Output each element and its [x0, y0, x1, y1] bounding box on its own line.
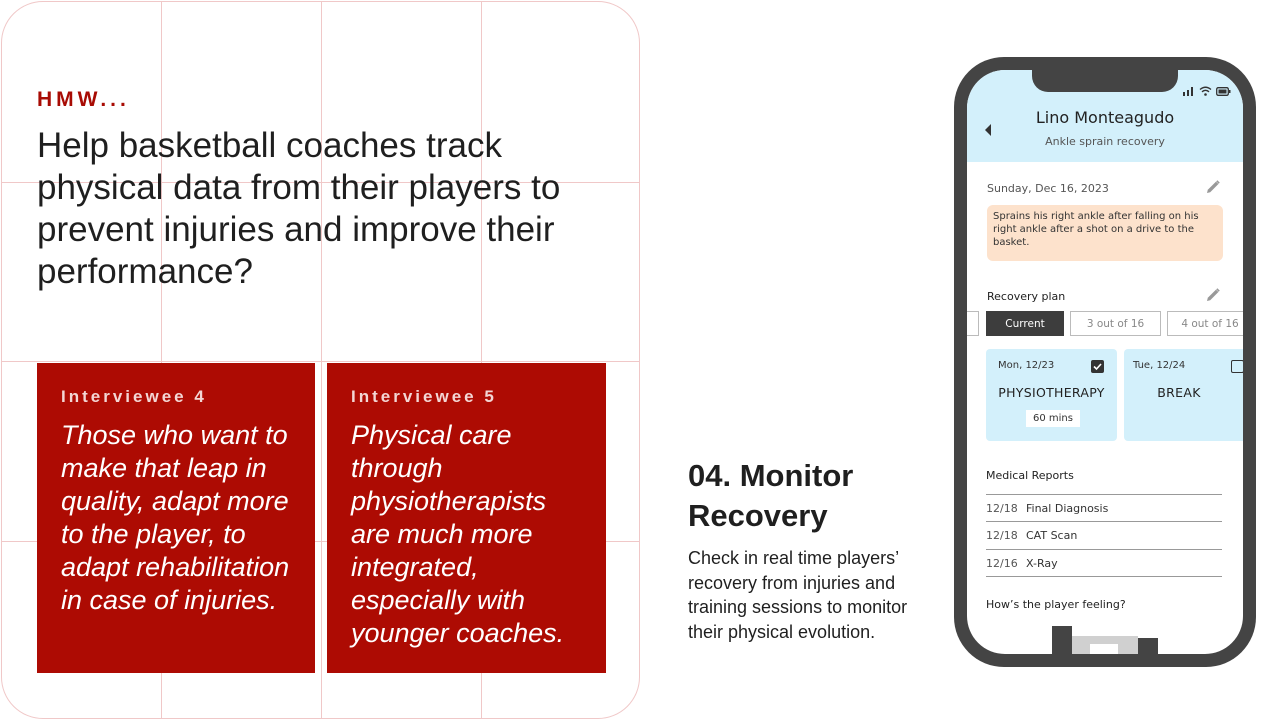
grid-line	[481, 2, 482, 718]
report-name: X-Ray	[1026, 556, 1058, 570]
day-duration: 60 mins	[1026, 410, 1080, 427]
pencil-icon[interactable]	[1205, 287, 1221, 303]
grid-line	[2, 361, 639, 362]
phone-notch	[1032, 70, 1178, 92]
hmw-label: HMW...	[37, 88, 130, 111]
day-date: Tue, 12/24	[1133, 360, 1186, 371]
interviewee-quote: Physical care through physiotherapists a…	[351, 420, 565, 648]
report-row[interactable]: 12/18 CAT Scan	[986, 521, 1222, 548]
interviewee-name: Interviewee 5	[351, 387, 497, 406]
grid-line	[2, 182, 639, 183]
medical-reports-label: Medical Reports	[986, 469, 1074, 482]
interviewee-quote-card: Interviewee 5 Physical care through phys…	[327, 363, 606, 673]
interviewee-name: Interviewee 4	[61, 387, 207, 406]
checkbox-icon[interactable]	[1091, 360, 1104, 373]
pencil-icon[interactable]	[1205, 179, 1221, 195]
day-activity: PHYSIOTHERAPY	[998, 385, 1105, 400]
report-name: CAT Scan	[1026, 528, 1078, 542]
plan-tab-current[interactable]: Current	[986, 311, 1064, 336]
grid-line	[161, 2, 162, 718]
section-description: Check in real time players’ recovery fro…	[688, 548, 908, 642]
day-activity: BREAK	[1157, 385, 1201, 400]
report-date: 12/18	[986, 528, 1018, 542]
report-row[interactable]: 12/18 Final Diagnosis	[986, 494, 1222, 521]
interviewee-quote-card: Interviewee 4 Those who want to make tha…	[37, 363, 315, 673]
home-indicator	[1052, 626, 1158, 654]
plan-tab-previous[interactable]	[967, 311, 979, 336]
recovery-plan-label: Recovery plan	[987, 290, 1066, 303]
status-bar	[1183, 83, 1231, 101]
wifi-icon	[1199, 83, 1212, 101]
divider	[986, 576, 1222, 577]
signal-icon	[1183, 83, 1195, 101]
grid-line	[321, 2, 322, 718]
grid-line	[2, 541, 639, 542]
player-subtitle: Ankle sprain recovery	[1045, 135, 1165, 148]
feeling-label: How’s the player feeling?	[986, 598, 1126, 611]
back-arrow-icon[interactable]	[985, 124, 991, 136]
day-card[interactable]: Tue, 12/24 BREAK	[1124, 349, 1243, 441]
day-card[interactable]: Mon, 12/23 PHYSIOTHERAPY 60 mins	[986, 349, 1117, 441]
section-title: 04. Monitor Recovery	[688, 458, 854, 533]
plan-tab[interactable]: 3 out of 16	[1070, 311, 1161, 336]
hmw-question: Help basketball coaches track physical d…	[37, 126, 561, 291]
report-row[interactable]: 12/16 X-Ray	[986, 549, 1222, 576]
plan-tab[interactable]: 4 out of 16	[1167, 311, 1243, 336]
day-date: Mon, 12/23	[998, 360, 1055, 371]
checkbox-icon[interactable]	[1231, 360, 1243, 373]
battery-icon	[1216, 83, 1231, 101]
report-date: 12/18	[986, 501, 1018, 515]
phone-mockup: Lino Monteagudo Ankle sprain recovery Su…	[954, 57, 1256, 667]
report-name: Final Diagnosis	[1026, 501, 1109, 515]
interviewee-quote: Those who want to make that leap in qual…	[61, 420, 290, 615]
report-date: 12/16	[986, 556, 1018, 570]
phone-screen: Lino Monteagudo Ankle sprain recovery Su…	[967, 70, 1243, 654]
entry-date: Sunday, Dec 16, 2023	[987, 182, 1109, 195]
hmw-card: HMW... Help basketball coaches track phy…	[1, 1, 640, 719]
player-name: Lino Monteagudo	[1035, 108, 1175, 127]
injury-note: Sprains his right ankle after falling on…	[987, 205, 1223, 261]
